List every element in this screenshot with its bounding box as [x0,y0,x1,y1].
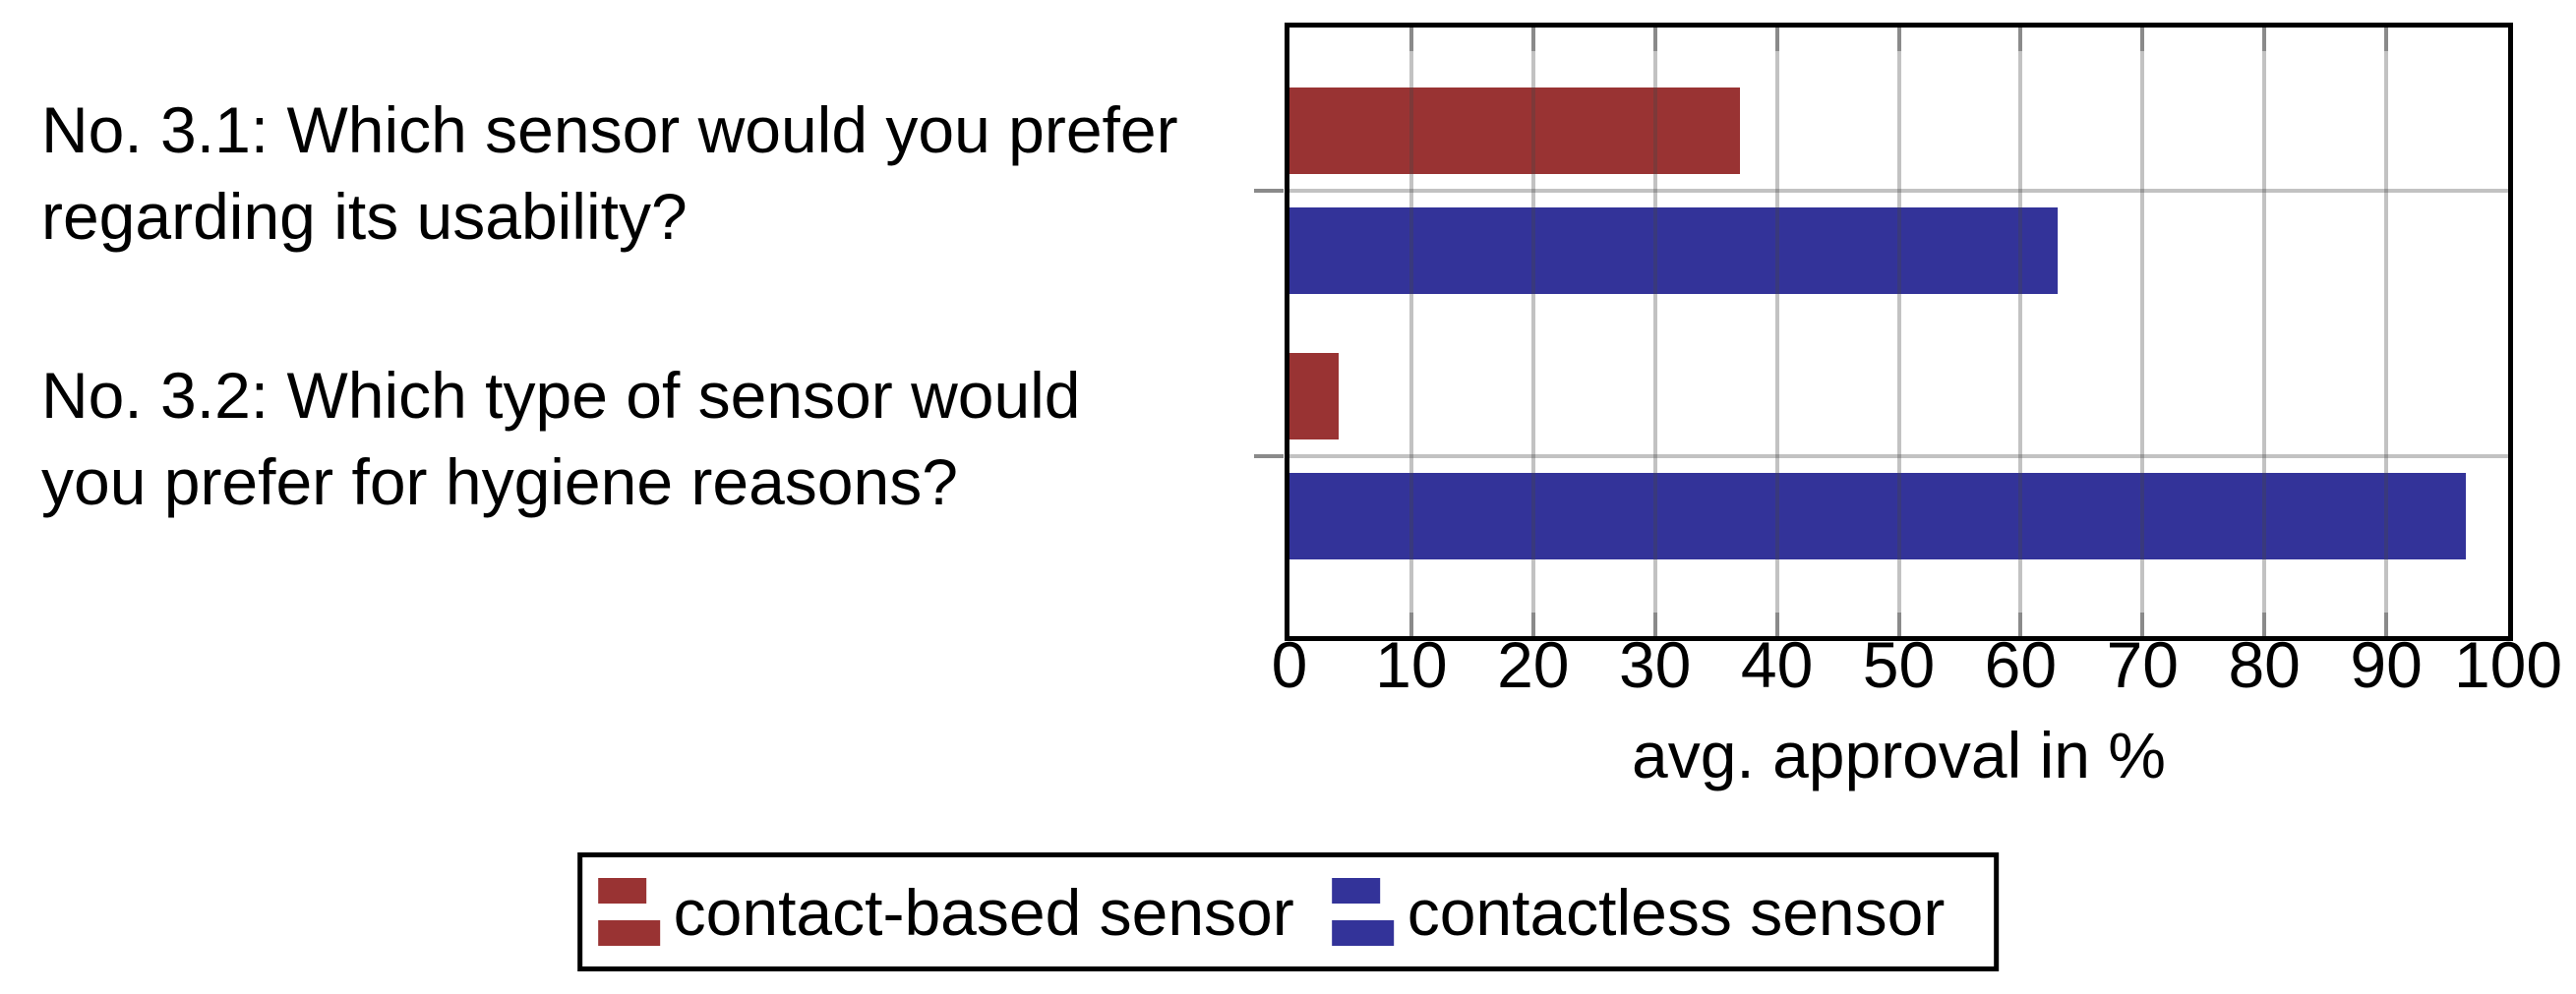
legend-label-contactless: contactless sensor [1407,875,1946,949]
tick-bottom-60 [2018,613,2023,636]
gridline-x-40 [1774,28,1779,636]
gridline-x-90 [2384,28,2389,636]
x-tick-label-80: 80 [2228,628,2301,701]
x-tick-label-20: 20 [1497,628,1570,701]
gridline-x-20 [1530,28,1535,636]
legend: contact-based sensor contactless sensor [576,852,2000,971]
tick-bottom-90 [2384,613,2389,636]
tick-top-60 [2018,28,2023,51]
tick-top-70 [2140,28,2145,51]
gridline-x-70 [2140,28,2145,636]
tick-bottom-50 [1896,613,1901,636]
bar-contact-based-q2 [1289,353,1339,439]
gridline-x-10 [1408,28,1413,636]
tick-top-10 [1408,28,1413,51]
tick-top-80 [2262,28,2267,51]
legend-entry-contact-based: contact-based sensor [597,875,1294,950]
gridline-x-30 [1652,28,1657,636]
bar-contactless-q1 [1289,207,2058,294]
tick-bottom-30 [1652,613,1657,636]
tick-top-90 [2384,28,2389,51]
x-tick-label-60: 60 [1984,628,2058,701]
legend-entry-contactless: contactless sensor [1331,875,1946,950]
plot-area [1254,23,2513,641]
x-tick-label-70: 70 [2106,628,2180,701]
x-tick-label-100: 100 [2453,628,2563,701]
tick-top-50 [1896,28,1901,51]
legend-swatch-contactless-icon [1331,878,1394,946]
gridline-x-50 [1896,28,1901,636]
tick-bottom-80 [2262,613,2267,636]
gridline-category-1 [1289,189,2508,193]
x-tick-label-0: 0 [1271,628,1308,701]
question-3-2: No. 3.2: Which type of sensor would you … [41,359,1081,518]
y-tick-category-2 [1254,454,1284,458]
bar-contact-based-q1 [1289,88,1741,174]
bar-contactless-q2 [1289,473,2466,559]
tick-top-30 [1652,28,1657,51]
x-tick-label-30: 30 [1618,628,1692,701]
tick-bottom-10 [1408,613,1413,636]
y-tick-category-1 [1254,189,1284,193]
x-tick-label-50: 50 [1862,628,1936,701]
tick-top-20 [1530,28,1535,51]
x-axis-label: avg. approval in % [1632,719,2166,791]
gridline-x-60 [2018,28,2023,636]
tick-bottom-70 [2140,613,2145,636]
x-tick-label-40: 40 [1740,628,1814,701]
question-3-1: No. 3.1: Which sensor would you prefer r… [41,93,1178,253]
gridline-x-80 [2262,28,2267,636]
tick-bottom-20 [1530,613,1535,636]
gridline-category-2 [1289,454,2508,458]
tick-top-40 [1774,28,1779,51]
x-tick-label-10: 10 [1375,628,1448,701]
legend-swatch-contact-based-icon [597,878,660,946]
x-tick-label-90: 90 [2350,628,2423,701]
x-axis-tick-labels: 0 10 20 30 40 50 60 70 80 90 100 [1272,621,2562,710]
legend-label-contact-based: contact-based sensor [673,875,1294,949]
tick-bottom-40 [1774,613,1779,636]
